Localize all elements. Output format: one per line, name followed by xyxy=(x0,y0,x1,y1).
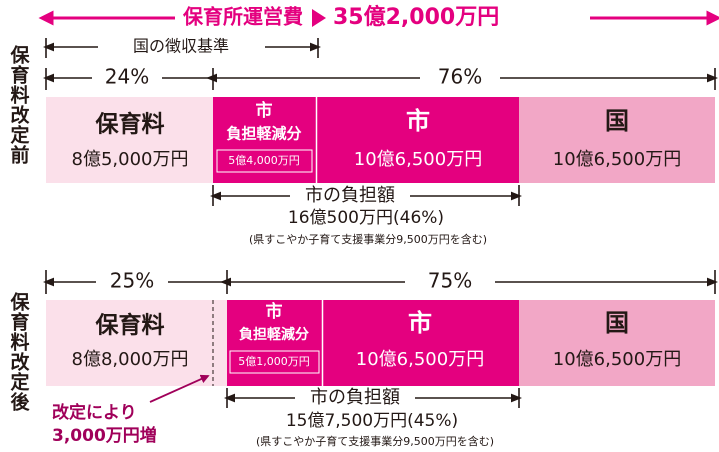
before: 保育料改定前 国の徴収基準 24% 76% 保育料 8億5,000万円 市 負担… xyxy=(8,37,719,246)
annotation: 3,000万円増 xyxy=(52,425,157,446)
amount-box xyxy=(216,149,313,173)
burden-amount: 15億7,500万円(45%) xyxy=(286,411,458,431)
burden-label: 市の負担額 xyxy=(310,387,400,408)
segment-amount: 5億1,000万円 xyxy=(238,355,310,368)
burden-note: (県すこやか子育て支援事業分9,500万円を含む) xyxy=(256,434,494,448)
segment xyxy=(227,300,322,386)
header-title: 保育所運営費 xyxy=(182,5,303,29)
segment-title: 保育料 xyxy=(95,111,165,138)
segment-amount: 8億5,000万円 xyxy=(72,149,189,170)
annotation: 改定により xyxy=(52,402,137,423)
header-total: 35億2,000万円 xyxy=(333,4,499,30)
segment-title: 保育料 xyxy=(95,312,165,339)
burden-amount: 16億500万円(46%) xyxy=(288,208,444,228)
header: 保育所運営費 35億2,000万円 xyxy=(38,4,719,30)
segment-subtitle: 負担軽減分 xyxy=(226,125,301,143)
row-label: 保育料改定後 xyxy=(8,291,31,412)
segment xyxy=(46,300,227,386)
segment-amount: 8億8,000万円 xyxy=(72,349,189,370)
segment-subtitle: 負担軽減分 xyxy=(239,326,309,343)
burden-label: 市の負担額 xyxy=(305,185,395,206)
segment-title: 国 xyxy=(605,107,629,135)
burden-note: (県すこやか子育て支援事業分9,500万円を含む) xyxy=(249,232,487,246)
segment-amount: 10億6,500万円 xyxy=(356,349,484,370)
share-left: 25% xyxy=(110,269,154,293)
row-label: 保育料改定前 xyxy=(8,44,31,165)
segment-title: 国 xyxy=(605,309,629,337)
segment-title: 市 xyxy=(256,100,273,121)
share-right: 76% xyxy=(438,65,482,89)
standard-label: 国の徴収基準 xyxy=(133,37,229,56)
after: 保育料改定後 25% 75% 保育料 8億8,000万円 市 負担軽減分 5億1… xyxy=(8,269,719,448)
segment-amount: 10億6,500万円 xyxy=(553,349,681,370)
amount-box xyxy=(229,350,320,374)
segment-title: 市 xyxy=(406,107,430,135)
segment xyxy=(519,300,715,386)
segment xyxy=(317,97,519,183)
arrow-icon xyxy=(312,9,326,27)
segment-amount: 10億6,500万円 xyxy=(553,149,681,170)
segment xyxy=(213,97,316,183)
segment xyxy=(323,300,519,386)
annotation-arrow xyxy=(149,374,210,403)
segment-amount: 10億6,500万円 xyxy=(354,149,482,170)
segment-title: 市 xyxy=(266,301,283,322)
segment-title: 市 xyxy=(408,309,432,337)
segment-amount: 5億4,000万円 xyxy=(228,154,300,167)
share-left: 24% xyxy=(105,65,149,89)
segment xyxy=(46,97,213,183)
share-right: 75% xyxy=(428,269,472,293)
segment xyxy=(519,97,715,183)
